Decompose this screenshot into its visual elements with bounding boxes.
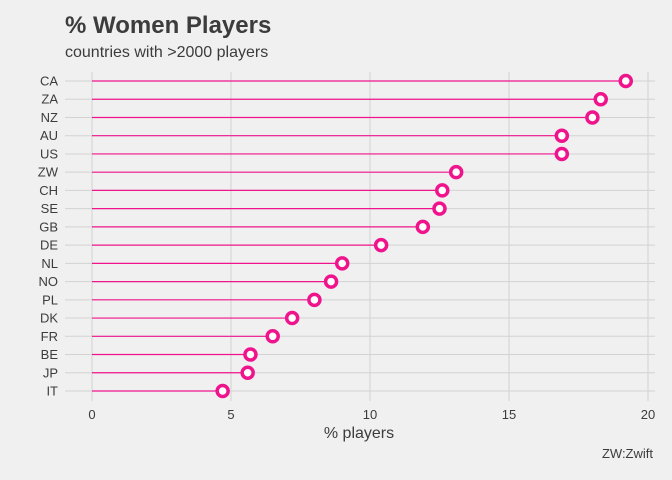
- y-tick-label: NL: [41, 256, 58, 271]
- chart-title: % Women Players: [65, 12, 272, 39]
- label-layer: 0 5 10 15 20 CA ZA NZ AU US ZW CH SE GB DE NL NO PL DK FR BE…: [38, 74, 655, 423]
- y-tick-label: SE: [41, 201, 59, 216]
- grid-layer: [65, 72, 655, 401]
- lollipop-point: [334, 256, 350, 271]
- lollipop-point: [432, 201, 447, 216]
- y-tick-label: IT: [46, 384, 58, 399]
- lollipop-point: [618, 73, 634, 89]
- lollipop-point: [448, 164, 464, 180]
- lollipop-point: [554, 146, 570, 162]
- y-tick-label: DK: [40, 311, 58, 326]
- y-tick-label: US: [40, 146, 58, 161]
- y-tick-label: GB: [39, 219, 58, 234]
- lollipop-point: [265, 329, 280, 344]
- y-tick-label: BE: [41, 347, 59, 362]
- x-tick-label: 15: [502, 407, 516, 422]
- x-tick-label: 10: [363, 407, 377, 422]
- y-tick-label: CH: [39, 183, 58, 198]
- lollipop-point: [323, 274, 339, 289]
- y-tick-label: AU: [40, 128, 58, 143]
- lollipop-point: [435, 183, 450, 198]
- y-tick-label: CA: [40, 74, 58, 89]
- lollipop-point: [554, 128, 570, 143]
- x-tick-label: 5: [227, 407, 234, 422]
- chart-subtitle: countries with >2000 players: [65, 44, 269, 61]
- y-tick-label: JP: [43, 365, 58, 380]
- x-tick-label: 0: [88, 407, 95, 422]
- y-tick-label: ZW: [38, 165, 59, 180]
- y-tick-label: FR: [41, 329, 58, 344]
- point-layer: [215, 73, 634, 399]
- y-tick-label: DE: [40, 238, 58, 253]
- lollipop-point: [593, 91, 608, 107]
- chart-caption: ZW:Zwift: [601, 446, 653, 461]
- y-tick-label: NZ: [41, 110, 58, 125]
- y-tick-label: PL: [42, 292, 58, 307]
- lollipop-point: [415, 219, 431, 235]
- lollipop-point: [373, 237, 389, 253]
- lollipop-point: [284, 310, 300, 326]
- y-tick-label: ZA: [41, 92, 58, 107]
- lollipop-point: [307, 292, 322, 308]
- lollipop-point: [243, 347, 258, 362]
- x-tick-label: 20: [641, 407, 655, 422]
- stem-layer: [92, 80, 626, 392]
- lollipop-point: [240, 365, 255, 381]
- y-tick-label: NO: [39, 274, 59, 289]
- lollipop-point: [215, 383, 230, 399]
- x-axis-title: % players: [324, 425, 394, 442]
- lollipop-point: [585, 110, 600, 125]
